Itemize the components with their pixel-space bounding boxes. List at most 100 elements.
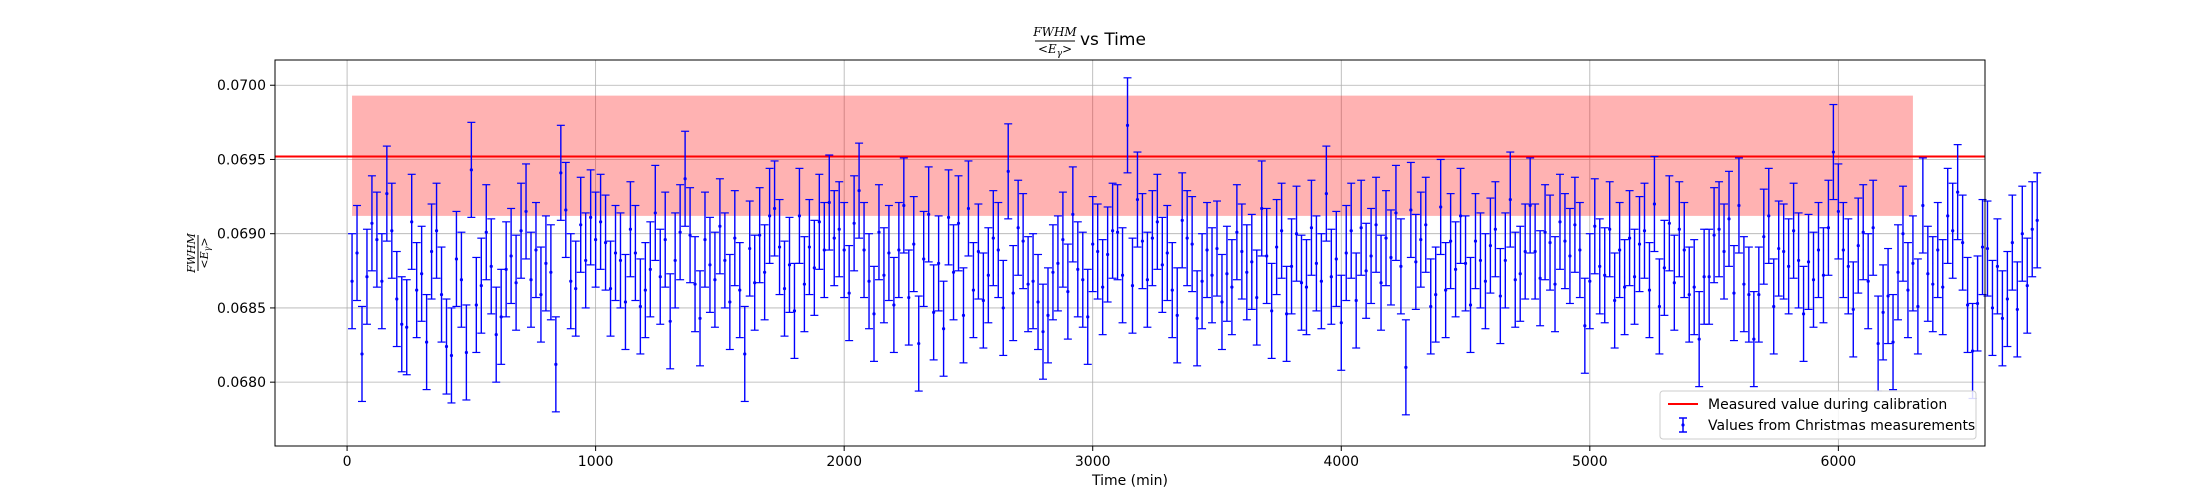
data-point: [648, 267, 652, 271]
ylabel-frac-numerator: FWHM: [185, 232, 198, 274]
data-point: [1712, 233, 1716, 237]
data-point: [1722, 249, 1726, 254]
data-point: [1623, 285, 1627, 289]
data-point: [1608, 227, 1612, 231]
data-point: [2020, 232, 2024, 236]
data-point: [1881, 310, 1885, 314]
data-point: [1523, 249, 1527, 254]
data-point: [1543, 230, 1547, 234]
data-point: [713, 278, 717, 282]
data-point: [1876, 341, 1880, 346]
data-point: [613, 251, 618, 255]
data-point: [1647, 288, 1652, 292]
data-point: [1687, 292, 1691, 297]
data-point: [598, 220, 603, 224]
data-point: [1056, 261, 1060, 265]
x-tick-label: 3000: [1075, 454, 1111, 470]
data-point: [951, 270, 956, 274]
data-point: [1275, 245, 1279, 249]
data-point: [1956, 190, 1960, 194]
data-point: [1553, 282, 1557, 286]
data-point: [718, 224, 722, 228]
data-point: [1419, 238, 1423, 242]
data-point: [693, 282, 697, 286]
data-point: [2000, 316, 2004, 320]
data-point: [753, 281, 757, 285]
title-frac-denominator: <Eγ>: [1038, 42, 1072, 59]
data-point: [1866, 279, 1870, 283]
data-point: [683, 177, 687, 181]
data-point: [1349, 229, 1353, 233]
data-point: [673, 258, 677, 263]
data-point: [927, 212, 931, 216]
data-point: [1697, 337, 1701, 341]
data-point: [1185, 236, 1189, 240]
data-point: [1707, 275, 1711, 279]
data-point: [941, 327, 946, 331]
data-point: [1488, 243, 1492, 248]
data-point: [1111, 229, 1115, 233]
data-point: [862, 248, 866, 252]
data-point: [1627, 236, 1632, 240]
data-point: [1995, 264, 2000, 268]
data-point: [1662, 266, 1666, 270]
data-point: [400, 322, 404, 326]
data-point: [902, 203, 906, 208]
y-tick-label: 0.0695: [217, 152, 266, 168]
data-point: [385, 192, 389, 196]
y-tick-label: 0.0700: [217, 78, 266, 94]
data-point: [822, 248, 826, 252]
data-point: [1801, 312, 1806, 316]
data-point: [2035, 218, 2039, 222]
data-point: [1806, 260, 1811, 264]
legend-swatch-christmas: [1679, 417, 1687, 433]
data-point: [1811, 278, 1816, 282]
data-point: [807, 245, 811, 249]
data-point: [1742, 282, 1746, 286]
data-point: [2025, 284, 2029, 288]
data-point: [1533, 249, 1537, 254]
data-point: [812, 266, 816, 270]
data-point: [758, 233, 762, 237]
data-point: [643, 288, 647, 292]
data-point: [489, 264, 493, 268]
data-point: [1006, 169, 1010, 173]
data-point: [1379, 281, 1383, 285]
data-point: [1896, 270, 1900, 274]
data-point: [653, 211, 657, 215]
data-point: [1891, 340, 1895, 344]
data-point: [1170, 288, 1174, 292]
data-point: [1215, 246, 1219, 251]
data-point: [1394, 211, 1398, 215]
y-tick-label: 0.0680: [217, 375, 266, 391]
data-point: [792, 309, 797, 313]
data-point: [832, 236, 836, 240]
data-point: [623, 300, 628, 304]
data-point: [514, 281, 518, 285]
data-point: [777, 245, 782, 249]
data-point: [1384, 236, 1388, 240]
data-point: [996, 248, 1000, 252]
data-point: [1692, 285, 1696, 289]
data-point: [603, 241, 608, 245]
data-point: [1796, 258, 1801, 263]
data-point: [1309, 226, 1314, 230]
data-point: [1354, 298, 1358, 303]
plot-area: [275, 60, 1985, 446]
data-point: [1324, 192, 1328, 196]
data-point: [872, 312, 876, 316]
data-point: [1240, 249, 1244, 254]
data-point: [1568, 254, 1572, 258]
data-point: [1916, 304, 1920, 309]
data-point: [1106, 252, 1110, 257]
data-point: [2010, 241, 2014, 245]
data-point: [1160, 263, 1164, 267]
data-point: [986, 273, 990, 277]
data-point: [1936, 248, 1940, 252]
data-point: [1453, 267, 1458, 271]
data-point: [1319, 279, 1323, 283]
data-point: [2005, 297, 2009, 301]
data-point: [544, 261, 548, 265]
data-point: [370, 221, 374, 225]
